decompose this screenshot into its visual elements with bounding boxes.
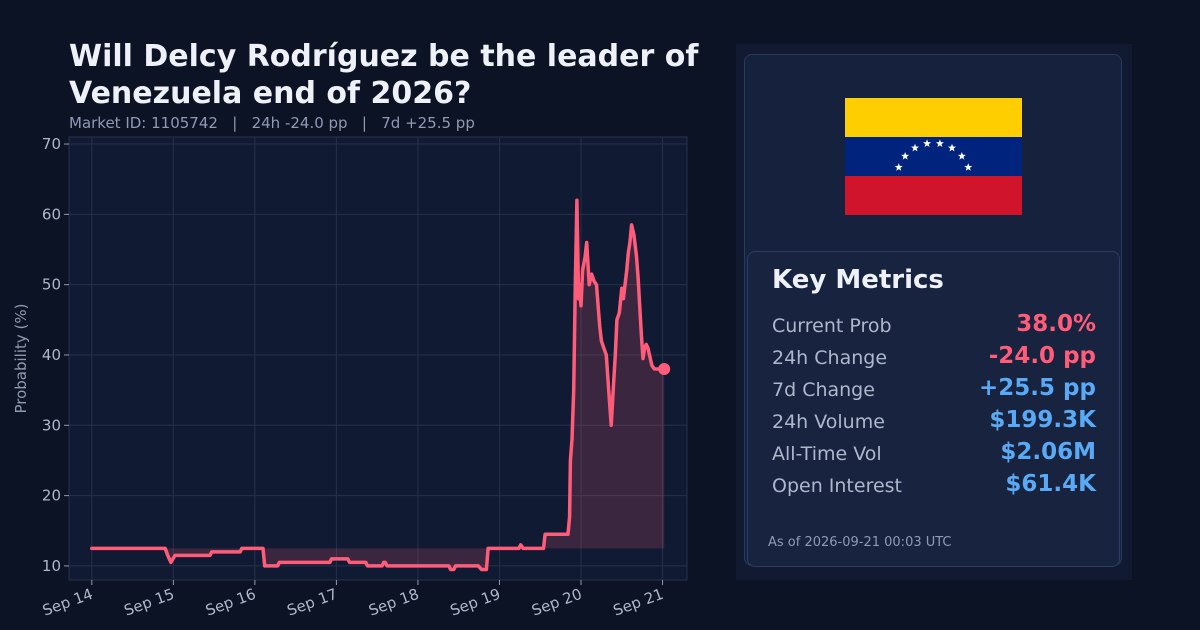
y-tick-label: 30 [42, 416, 61, 434]
metric-value: +25.5 pp [979, 375, 1096, 401]
chart-subtitle: Market ID: 1105742 | 24h -24.0 pp | 7d +… [69, 114, 475, 132]
metric-value: -24.0 pp [988, 343, 1096, 369]
flag-star [964, 163, 973, 171]
flag-stripe-red [845, 176, 1022, 215]
y-tick-label: 40 [42, 346, 61, 364]
metric-label: 24h Volume [772, 411, 885, 433]
last-value-marker [658, 363, 671, 376]
metric-value: $2.06M [1000, 439, 1096, 465]
series-line [90, 198, 666, 572]
x-tick-labels: Sep 14 Sep 15 Sep 16 Sep 17 Sep 18 Sep 19 Sep … [40, 580, 666, 620]
y-tick-label: 20 [42, 487, 61, 505]
key-metrics-title: Key Metrics [772, 265, 944, 295]
x-tick-label: Sep 18 [366, 585, 421, 620]
y-tick-label: 70 [42, 135, 61, 153]
flag-stripe-blue [845, 137, 1022, 176]
metric-label: 7d Change [772, 379, 875, 401]
venezuela-flag-icon [845, 98, 1022, 215]
metric-value: $199.3K [989, 407, 1096, 433]
metric-row-24h-change: 24h Change -24.0 pp [772, 343, 1096, 375]
metric-row-open-interest: Open Interest $61.4K [772, 471, 1096, 503]
key-metrics-card [747, 251, 1120, 567]
metric-label: Current Prob [772, 315, 892, 337]
x-tick-label: Sep 15 [122, 585, 177, 620]
flag-star [901, 152, 910, 160]
flag-stars [894, 139, 973, 171]
as-of-timestamp: As of 2026-09-21 00:03 UTC [768, 535, 952, 550]
metric-value: 38.0% [1016, 311, 1096, 337]
x-tick-label: Sep 17 [285, 585, 340, 620]
y-axis-label: Probability (%) [12, 303, 30, 413]
baseline-area-fill [91, 200, 665, 570]
metric-label: Open Interest [772, 475, 903, 497]
x-tick-label: Sep 16 [203, 585, 258, 620]
flag-star [923, 139, 932, 147]
y-tick-label: 60 [42, 205, 61, 223]
chart-title: Will Delcy Rodríguez be the leader of Ve… [69, 39, 699, 111]
x-tick-label: Sep 20 [529, 585, 584, 620]
y-tick-label: 10 [42, 557, 61, 575]
plot-area [68, 136, 688, 581]
x-tick-label: Sep 19 [448, 585, 503, 620]
y-tick-label: 50 [42, 276, 61, 294]
metric-row-7d-change: 7d Change +25.5 pp [772, 375, 1096, 407]
flag-stripe-yellow [845, 98, 1022, 137]
x-tick-label: Sep 21 [611, 585, 666, 620]
metric-row-24h-volume: 24h Volume $199.3K [772, 407, 1096, 439]
metric-label: All-Time Vol [772, 443, 882, 465]
grid-lines [69, 137, 687, 580]
flag-star [894, 163, 903, 171]
metric-label: 24h Change [772, 347, 888, 369]
metric-value: $61.4K [1005, 471, 1096, 497]
metric-row-all-time-vol: All-Time Vol $2.06M [772, 439, 1096, 471]
flag-star [935, 139, 944, 147]
y-tick-labels: 10 20 30 40 50 60 70 [42, 135, 69, 575]
metric-row-current-prob: Current Prob 38.0% [772, 311, 1096, 343]
flag-star [911, 143, 919, 152]
flag-star [948, 143, 956, 152]
flag-star [957, 152, 966, 160]
x-tick-label: Sep 14 [40, 585, 95, 620]
